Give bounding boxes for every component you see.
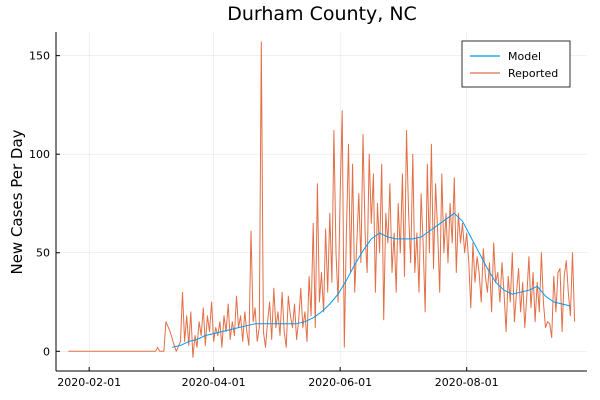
- legend-label-reported: Reported: [508, 67, 558, 80]
- x-tick-label: 2020-02-01: [57, 376, 121, 389]
- y-tick-label: 50: [36, 247, 50, 260]
- legend: Model Reported: [461, 40, 571, 88]
- tick-labels: 0 50 100 150 2020-02-01 2020-04-01 2020-06-01 2…: [29, 50, 499, 389]
- y-tick-label: 100: [29, 148, 50, 161]
- series-line-model: [172, 212, 571, 348]
- series-line-reported: [68, 41, 576, 358]
- chart-title: Durham County, NC: [227, 3, 417, 25]
- y-tick-label: 0: [43, 345, 50, 358]
- legend-label-model: Model: [508, 50, 541, 63]
- x-tick-label: 2020-08-01: [435, 376, 499, 389]
- legend-box: [461, 40, 571, 88]
- x-tick-label: 2020-06-01: [308, 376, 372, 389]
- plot-frame: [55, 32, 587, 372]
- x-tick-label: 2020-04-01: [182, 376, 246, 389]
- series-layer: [68, 41, 576, 358]
- y-tick-label: 150: [29, 50, 50, 63]
- y-axis-label: New Cases Per Day: [8, 129, 26, 274]
